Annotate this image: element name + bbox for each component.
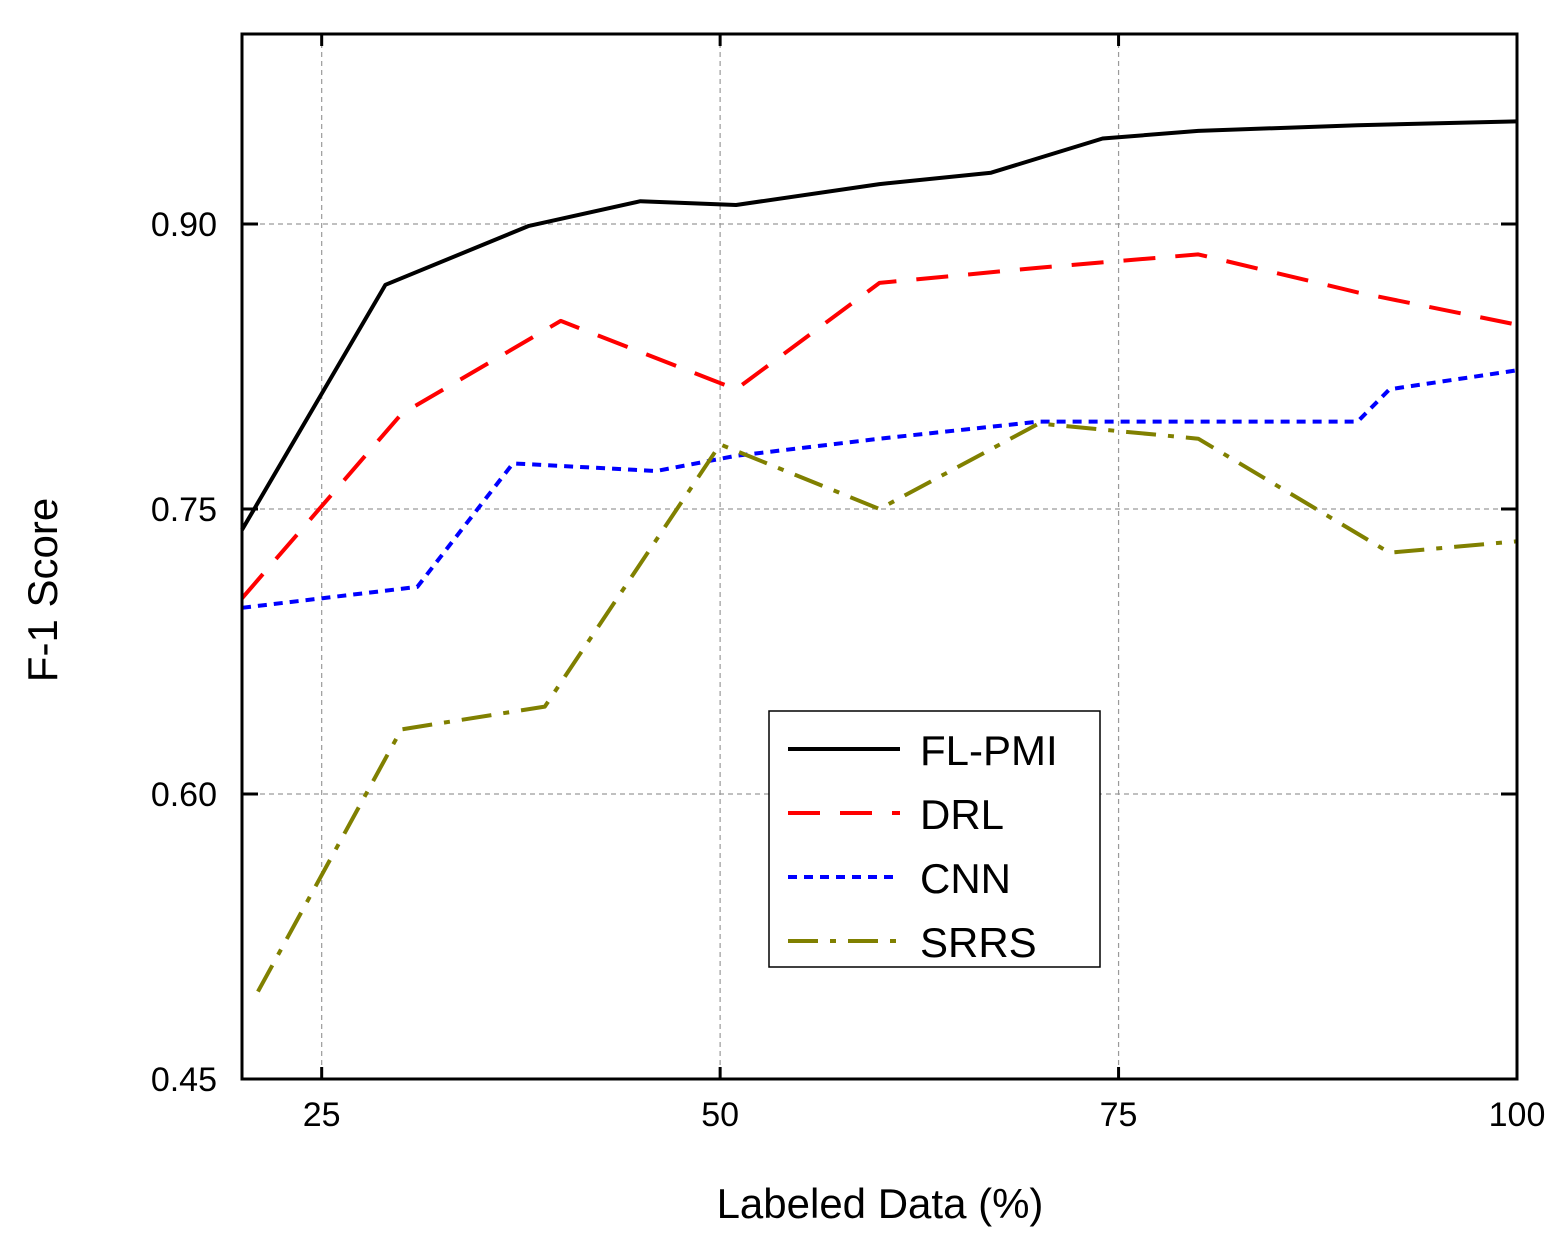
series-drl-line	[240, 252, 1518, 600]
y-axis-title: F-1 Score	[19, 498, 66, 682]
series-fl-pmi-line	[240, 119, 1518, 531]
y-tick-label: 0.45	[151, 1061, 217, 1099]
x-tick-label: 50	[701, 1096, 739, 1134]
x-axis-title: Labeled Data (%)	[717, 1180, 1044, 1227]
series-lines	[240, 119, 1518, 993]
y-tick-label: 0.75	[151, 491, 217, 529]
plot-frame	[240, 32, 1519, 1081]
axis-ticks	[242, 34, 1519, 1081]
legend-box	[768, 710, 1101, 968]
legend-label-fl-pmi: FL-PMI	[920, 727, 1058, 774]
legend-label-cnn: CNN	[920, 855, 1011, 902]
grid	[242, 34, 1517, 1079]
legend: FL-PMI DRL CNN SRRS	[768, 710, 1101, 968]
x-tick-label: 75	[1100, 1096, 1138, 1134]
legend-label-drl: DRL	[920, 791, 1004, 838]
x-tick-labels: 25 50 75 100	[303, 1096, 1546, 1134]
series-srrs-line	[256, 421, 1518, 993]
legend-label-srrs: SRRS	[920, 919, 1037, 966]
y-tick-label: 0.60	[151, 776, 217, 814]
y-tick-labels: 0.45 0.60 0.75 0.90	[151, 206, 217, 1099]
x-tick-label: 25	[303, 1096, 341, 1134]
series-cnn-line	[241, 368, 1518, 610]
y-tick-label: 0.90	[151, 206, 217, 244]
x-tick-label: 100	[1489, 1096, 1546, 1134]
